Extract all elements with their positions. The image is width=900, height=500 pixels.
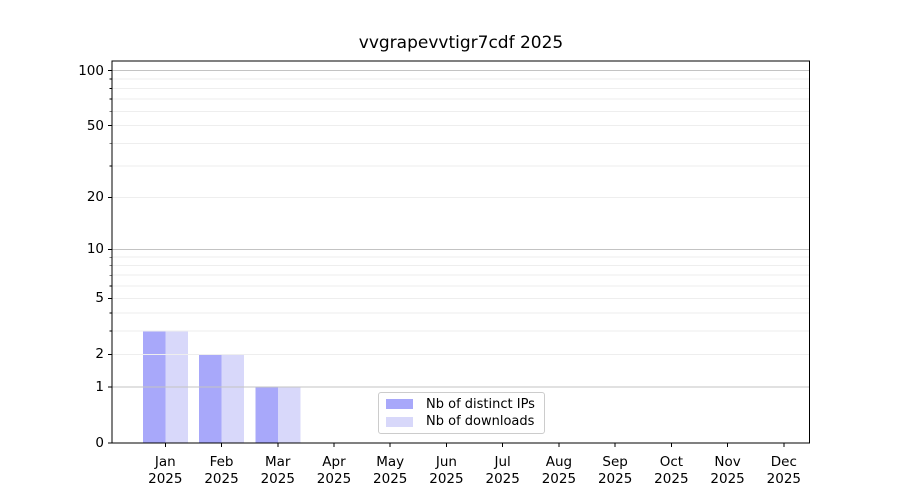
x-tick-year: 2025 <box>429 470 464 487</box>
x-tick-month: Jul <box>494 454 511 470</box>
x-tick-year: 2025 <box>260 470 295 487</box>
y-tick-label: 2 <box>95 346 104 363</box>
x-tick-month: Jun <box>435 454 457 470</box>
x-tick-year: 2025 <box>654 470 689 487</box>
y-tick-label: 10 <box>86 241 104 258</box>
bar-downloads-feb <box>221 354 245 443</box>
plot-border <box>111 60 810 444</box>
x-tick-year: 2025 <box>148 470 183 487</box>
x-tick-label-nov: Nov 2025 <box>693 454 763 487</box>
legend: Nb of distinct IPs Nb of downloads <box>378 392 545 434</box>
x-tick-year: 2025 <box>373 470 408 487</box>
y-tick-label: 1 <box>95 379 104 396</box>
x-tick-year: 2025 <box>485 470 520 487</box>
x-tick-month: Feb <box>209 454 234 470</box>
chart-title: vvgrapevvtigr7cdf 2025 <box>358 33 564 53</box>
legend-swatch-downloads <box>386 416 413 428</box>
x-tick-month: Jan <box>154 454 176 470</box>
x-tick-label-oct: Oct 2025 <box>636 454 706 487</box>
x-tick-year: 2025 <box>316 470 352 487</box>
y-tick-label: 20 <box>86 189 104 206</box>
x-tick-label-jun: Jun 2025 <box>411 454 481 487</box>
bar-distinct-ips-feb <box>199 354 222 443</box>
x-tick-year: 2025 <box>541 470 577 487</box>
legend-label-downloads: Nb of downloads <box>426 414 535 430</box>
x-tick-month: Aug <box>545 454 573 470</box>
bar-downloads-mar <box>277 387 301 443</box>
x-tick-year: 2025 <box>597 470 633 487</box>
x-tick-label-apr: Apr 2025 <box>299 454 369 487</box>
x-tick-label-jan: Jan 2025 <box>130 454 200 487</box>
legend-item-downloads: Nb of downloads <box>386 413 544 430</box>
x-tick-month: Sep <box>602 454 628 470</box>
x-tick-label-mar: Mar 2025 <box>243 454 313 487</box>
x-tick-label-feb: Feb 2025 <box>187 454 257 487</box>
legend-label-distinct-ips: Nb of distinct IPs <box>426 396 535 412</box>
legend-item-distinct-ips: Nb of distinct IPs <box>386 396 544 413</box>
x-tick-year: 2025 <box>710 470 745 487</box>
bar-distinct-ips-mar <box>255 387 278 443</box>
x-tick-month: May <box>376 454 405 470</box>
y-tick-label: 5 <box>95 290 104 307</box>
x-tick-month: Nov <box>714 454 741 470</box>
y-tick-label: 100 <box>78 62 104 79</box>
x-tick-label-jul: Jul 2025 <box>468 454 538 487</box>
x-tick-label-may: May 2025 <box>355 454 425 487</box>
x-tick-label-dec: Dec 2025 <box>749 454 819 487</box>
x-tick-month: Apr <box>322 454 346 470</box>
x-tick-month: Dec <box>770 454 797 470</box>
x-tick-label-aug: Aug 2025 <box>524 454 594 487</box>
x-tick-month: Oct <box>659 454 684 470</box>
x-tick-year: 2025 <box>766 470 801 487</box>
legend-swatch-distinct-ips <box>386 398 413 410</box>
x-tick-year: 2025 <box>204 470 239 487</box>
y-tick-label: 50 <box>86 117 104 134</box>
x-tick-label-sep: Sep 2025 <box>580 454 650 487</box>
y-tick-label: 0 <box>95 435 104 451</box>
x-tick-month: Mar <box>265 454 291 470</box>
